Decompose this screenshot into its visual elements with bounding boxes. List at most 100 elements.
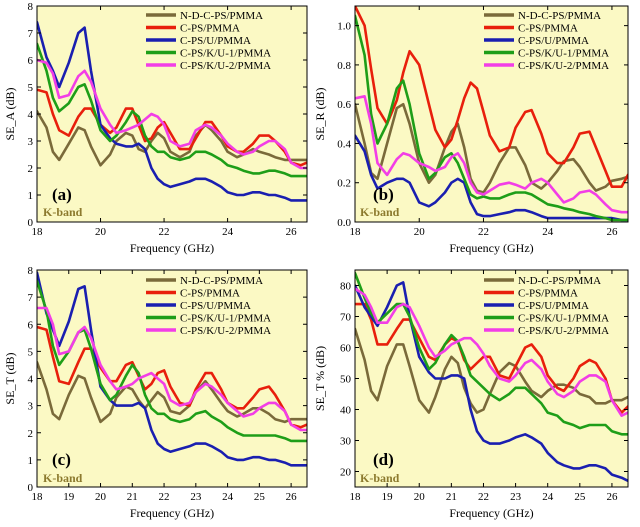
series-line-c-ps-k-u1-pmma [37,279,307,443]
panel-label: (c) [52,450,71,469]
series-line-c-ps-u-pmma [37,20,307,202]
y-tick-label: 5 [28,82,34,94]
series-group [37,20,307,202]
legend-label-c-ps-k-u1-pmma: C-PS/K/U-1/PMMA [518,48,609,60]
x-tick-label: 24 [542,491,554,503]
legend-label-c-ps-k-u2-pmma: C-PS/K/U-2/PMMA [180,325,271,337]
series-line-c-ps-pmma [355,6,628,188]
x-tick-label: 19 [63,491,75,503]
band-label: K-band [43,471,83,485]
x-tick-label: 22 [478,226,489,238]
y-tick-label: 30 [340,436,352,448]
series-line-c-ps-k-u2-pmma [37,58,307,170]
legend-label-c-ps-pmma: C-PS/PMMA [180,23,240,35]
series-group [355,271,628,483]
y-tick-label: 4 [28,109,34,121]
series-line-nd-c-ps-pmma [355,102,628,194]
chart-panel-d: 18 19 20 21 22 23 24 25 26 20 30 40 50 60 70 80 Frequenc… [313,269,629,520]
y-tick-label: 0.0 [337,217,351,229]
x-tick-label: 26 [606,491,618,503]
x-tick-label: 18 [32,491,44,503]
band-label: K-band [360,205,400,219]
series-line-c-ps-pmma [37,325,307,429]
legend-label-c-ps-k-u2-pmma: C-PS/K/U-2/PMMA [518,325,609,337]
band-label: K-band [360,471,400,485]
y-tick-label: 8 [28,265,34,277]
legend-label-c-ps-u-pmma: C-PS/U/PMMA [180,35,251,47]
plot-area [355,6,628,222]
legend: N-D-C-PS/PMMAC-PS/PMMAC-PS/U/PMMAC-PS/K/… [146,10,271,72]
x-tick-label: 20 [414,226,426,238]
chart-panel-a: 18 20 22 24 26 0 1 2 3 4 5 6 7 8 Frequency (GHz) SE_A (… [3,1,308,255]
series-line-nd-c-ps-pmma [37,360,307,424]
y-tick-label: 0.4 [337,138,351,150]
y-tick-label: 7 [28,28,34,40]
x-axis-label: Frequency (GHz) [449,241,533,255]
legend-label-nd-c-ps-pmma: N-D-C-PS/PMMA [180,275,263,287]
panel-label: (d) [373,450,394,469]
x-tick-label: 22 [159,226,170,238]
y-tick-label: 1 [28,190,34,202]
x-tick-label: 20 [95,226,107,238]
y-tick-label: 2 [28,163,34,175]
legend-label-c-ps-k-u2-pmma: C-PS/K/U-2/PMMA [180,60,271,72]
x-tick-label: 22 [159,491,170,503]
x-tick-label: 18 [350,226,362,238]
x-axis-label: Frequency (GHz) [130,241,214,255]
series-line-c-ps-k-u1-pmma [37,42,307,178]
y-tick-label: 60 [340,343,352,355]
y-tick-label: 6 [28,55,34,67]
x-tick-label: 25 [574,491,586,503]
series-line-c-ps-k-u2-pmma [37,306,307,432]
x-tick-label: 18 [350,491,362,503]
legend-label-c-ps-u-pmma: C-PS/U/PMMA [518,300,589,312]
x-tick-label: 21 [446,491,457,503]
y-tick-label: 70 [340,312,352,324]
legend: N-D-C-PS/PMMAC-PS/PMMAC-PS/U/PMMAC-PS/K/… [484,275,609,337]
y-tick-label: 3 [28,401,34,413]
x-tick-label: 26 [286,491,298,503]
series-line-c-ps-u-pmma [355,281,628,483]
x-tick-label: 20 [414,491,426,503]
legend-label-c-ps-k-u1-pmma: C-PS/K/U-1/PMMA [180,48,271,60]
legend-label-c-ps-pmma: C-PS/PMMA [518,23,578,35]
series-line-nd-c-ps-pmma [37,110,307,167]
x-tick-label: 26 [286,226,298,238]
y-tick-label: 50 [340,374,352,386]
y-tick-label: 0 [28,217,34,229]
series-line-c-ps-k-u2-pmma [355,95,628,214]
series-line-c-ps-pmma [37,88,307,167]
series-line-c-ps-u-pmma [355,134,628,222]
x-tick-label: 25 [254,491,266,503]
legend-label-c-ps-pmma: C-PS/PMMA [518,288,578,300]
legend-label-nd-c-ps-pmma: N-D-C-PS/PMMA [518,10,601,22]
y-tick-label: 1.0 [337,21,351,33]
x-tick-label: 20 [95,491,107,503]
x-tick-label: 24 [542,226,554,238]
y-axis-label: SE_A (dB) [3,87,17,140]
legend-label-c-ps-k-u1-pmma: C-PS/K/U-1/PMMA [180,313,271,325]
y-tick-label: 0.8 [337,60,351,72]
x-tick-label: 23 [190,491,202,503]
legend-label-c-ps-u-pmma: C-PS/U/PMMA [518,35,589,47]
y-tick-label: 40 [340,405,352,417]
series-group [355,6,628,222]
y-tick-label: 0.6 [337,99,351,111]
legend-label-c-ps-k-u1-pmma: C-PS/K/U-1/PMMA [518,313,609,325]
y-axis-label: SE_T % (dB) [313,346,327,411]
series-line-c-ps-pmma [355,302,628,414]
x-tick-label: 22 [478,491,489,503]
legend-label-c-ps-pmma: C-PS/PMMA [180,288,240,300]
series-group [37,271,307,467]
y-axis-label: SE_T (dB) [3,352,17,404]
y-tick-label: 7 [28,292,34,304]
legend-label-c-ps-u-pmma: C-PS/U/PMMA [180,300,251,312]
legend: N-D-C-PS/PMMAC-PS/PMMAC-PS/U/PMMAC-PS/K/… [146,275,271,337]
x-tick-label: 26 [606,226,618,238]
x-tick-label: 19 [382,491,394,503]
band-label: K-band [43,205,83,219]
plot-frame [354,5,629,223]
y-tick-label: 4 [28,374,34,386]
